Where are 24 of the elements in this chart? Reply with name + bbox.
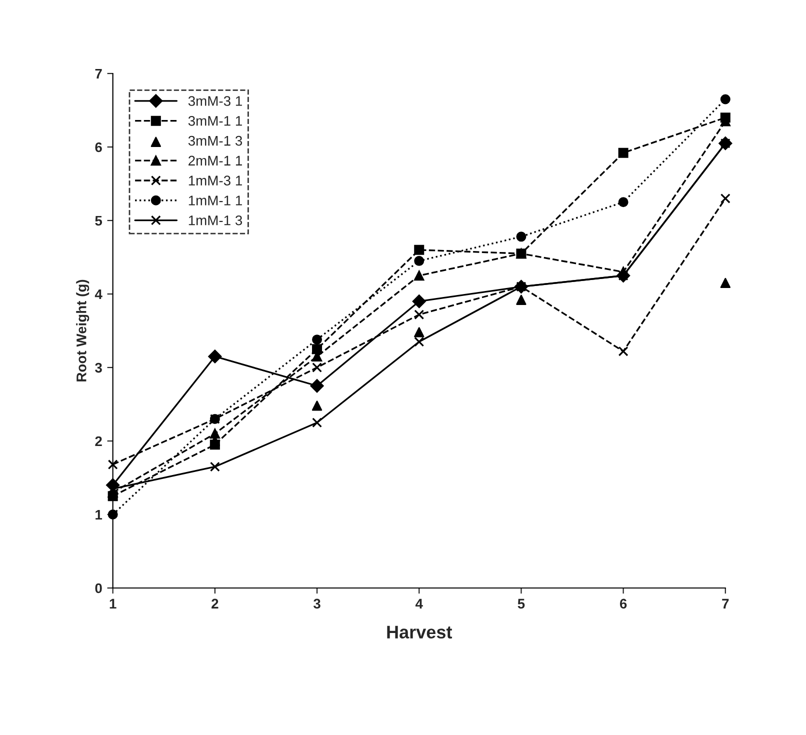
y-tick-label: 4: [94, 289, 102, 300]
legend-label: 3mM-1 3: [188, 136, 242, 146]
y-tick-label: 7: [95, 68, 102, 79]
y-tick-label: 2: [95, 436, 102, 446]
legend-label: 2mM-1 1: [188, 156, 242, 166]
x-axis-title: Harvest: [387, 626, 452, 639]
legend-label: 1mM-1 3: [188, 215, 242, 226]
x-tick-label: 2: [212, 598, 218, 608]
y-tick-label: 6: [95, 142, 102, 152]
legend-label: 1mM-1 1: [188, 196, 242, 206]
legend-label: 3mM-1 1: [188, 116, 242, 126]
y-tick-label: 0: [95, 583, 102, 594]
x-tick-label: 6: [620, 598, 627, 609]
legend-label: 1mM-3 1: [188, 176, 242, 186]
y-tick-label: 1: [96, 510, 102, 520]
x-tick-label: 5: [518, 598, 525, 609]
x-tick-label: 3: [313, 598, 320, 609]
legend-label: 3mM-3 1: [188, 96, 242, 106]
y-axis-title: Root Weight (g): [76, 280, 90, 382]
x-tick-label: 4: [415, 598, 423, 608]
y-tick-label: 3: [95, 362, 102, 373]
y-tick-label: 5: [95, 216, 102, 226]
x-tick-label: 1: [110, 598, 116, 608]
x-tick-label: 7: [722, 598, 729, 608]
